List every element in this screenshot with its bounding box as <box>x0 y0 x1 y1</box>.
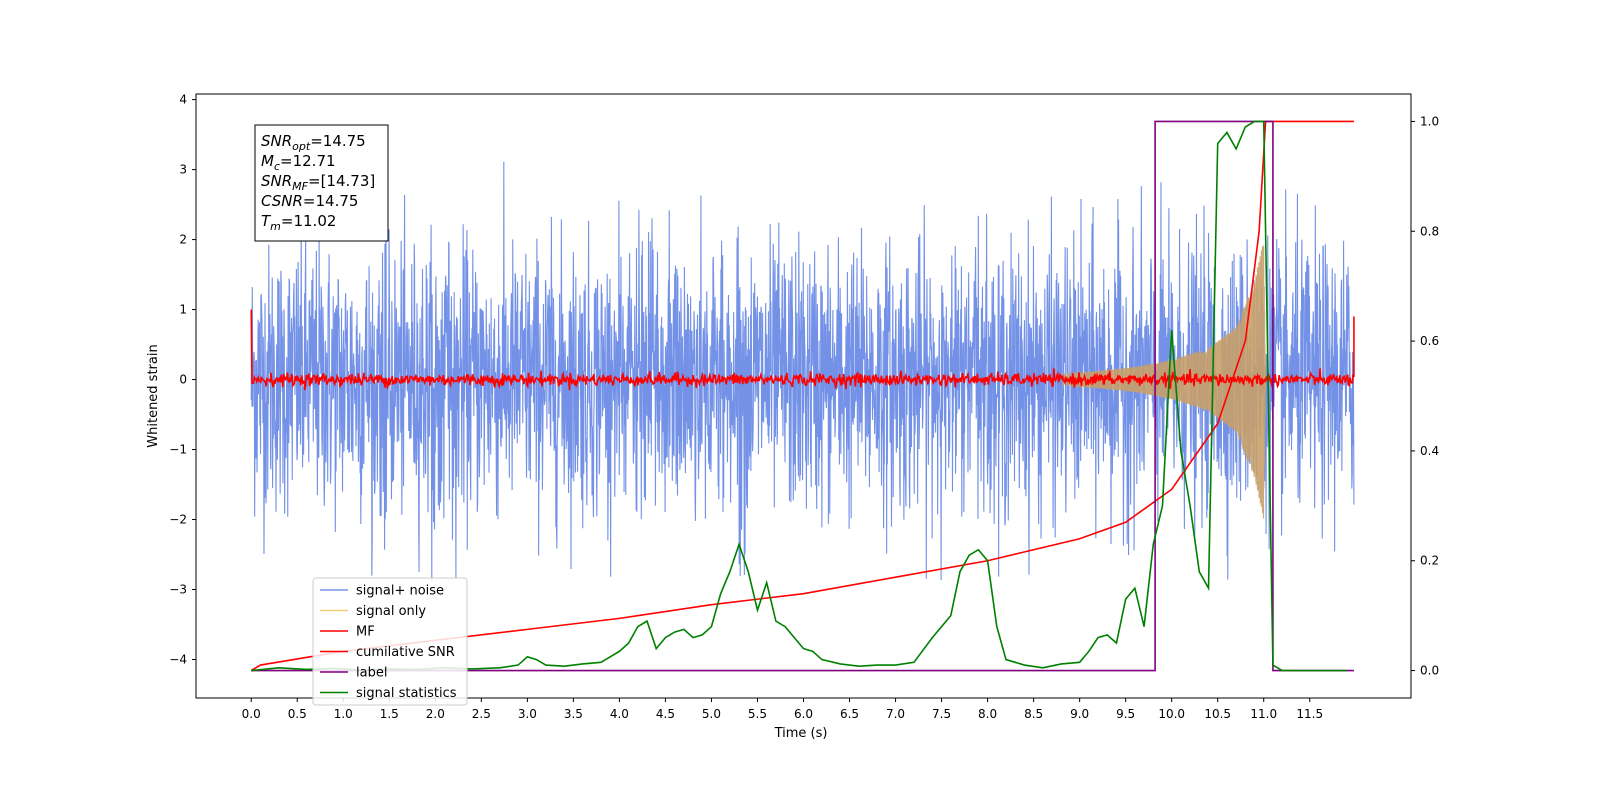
y-left-tick-label: −2 <box>169 513 187 527</box>
annotation-value: =14.75 <box>303 192 359 210</box>
y-left-tick-label: 0 <box>179 373 187 387</box>
x-tick-label: 5.0 <box>702 707 721 721</box>
annotation-line: Mc=12.71 <box>261 152 336 173</box>
y-left-tick-label: −4 <box>169 653 187 667</box>
x-tick-label: 0.5 <box>288 707 307 721</box>
annotation-line: CSNR=14.75 <box>261 192 358 210</box>
series-signal-only <box>1060 245 1267 519</box>
x-tick-label: 5.5 <box>748 707 767 721</box>
legend-entry-label: MF <box>356 625 375 640</box>
y-left-tick-label: 1 <box>179 303 187 317</box>
annotation-line: SNRMF=[14.73] <box>261 172 375 193</box>
y-right-tick-label: 0.8 <box>1420 224 1439 238</box>
x-tick-label: 11.0 <box>1250 707 1277 721</box>
legend-entry-label: signal statistics <box>356 686 457 701</box>
x-tick-label: 1.0 <box>334 707 353 721</box>
annotation-value: =14.75 <box>310 132 366 150</box>
series-signal-statistics <box>251 120 1347 672</box>
x-tick-label: 7.0 <box>886 707 905 721</box>
y-right-tick-label: 0.6 <box>1420 334 1439 348</box>
y-right-tick-label: 0.0 <box>1420 664 1439 678</box>
annotation-symbol: SNR <box>261 172 292 190</box>
x-tick-label: 10.0 <box>1158 707 1185 721</box>
annotation-line: Tm=11.02 <box>261 212 336 233</box>
x-axis-ticks: 0.0 0.5 1.0 1.5 2.0 2.5 3.0 3.5 4.0 4.5 5.0 5.5 6.0 6… <box>242 698 1323 721</box>
legend: signal+ noise signal only MF cumilative SNR… <box>312 577 468 706</box>
annotation-symbol: SNR <box>261 132 292 150</box>
annotation-symbol: CSNR <box>261 192 303 210</box>
y-right-axis-ticks: 1.0 0.8 0.6 0.4 0.2 0.0 <box>1411 114 1439 678</box>
y-left-tick-label: −1 <box>169 443 187 457</box>
legend-entry-label: signal only <box>356 604 426 619</box>
x-tick-label: 6.0 <box>794 707 813 721</box>
annotation-line: SNRopt=14.75 <box>261 132 366 153</box>
annotation-subscript: MF <box>292 180 308 193</box>
y-left-tick-label: 4 <box>179 93 187 107</box>
x-tick-label: 6.5 <box>840 707 859 721</box>
annotation-frame <box>254 124 389 242</box>
annotation-box: SNRopt=14.75Mc=12.71SNRMF=[14.73]CSNR=14… <box>254 124 389 242</box>
x-tick-label: 4.0 <box>610 707 629 721</box>
legend-entry-label: label <box>356 666 387 681</box>
y-right-tick-label: 1.0 <box>1420 114 1439 128</box>
x-tick-label: 9.0 <box>1070 707 1089 721</box>
annotation-value: =[14.73] <box>308 172 375 190</box>
y-left-axis-ticks: 4 3 2 1 0 −1 −2 −3 −4 <box>169 93 196 667</box>
annotation-subscript: m <box>270 220 281 233</box>
x-tick-label: 7.5 <box>932 707 951 721</box>
annotation-subscript: c <box>274 160 280 173</box>
x-tick-label: 8.0 <box>978 707 997 721</box>
y-left-tick-label: 3 <box>179 163 187 177</box>
x-tick-label: 0.0 <box>242 707 261 721</box>
x-tick-label: 3.5 <box>564 707 583 721</box>
y-left-tick-label: 2 <box>179 233 187 247</box>
annotation-subscript: opt <box>292 140 311 153</box>
annotation-symbol: M <box>261 152 274 170</box>
legend-frame <box>312 577 468 706</box>
annotation-symbol: T <box>261 212 272 230</box>
legend-entry-label: signal+ noise <box>356 584 444 599</box>
x-tick-label: 4.5 <box>656 707 675 721</box>
legend-entry-label: cumilative SNR <box>356 645 455 660</box>
x-tick-label: 1.5 <box>380 707 399 721</box>
y-right-tick-label: 0.4 <box>1420 444 1439 458</box>
x-axis-label: Time (s) <box>774 726 828 741</box>
x-tick-label: 11.5 <box>1296 707 1323 721</box>
annotation-value: =12.71 <box>280 152 336 170</box>
annotation-value: =11.02 <box>281 212 337 230</box>
y-left-tick-label: −3 <box>169 583 187 597</box>
x-tick-label: 3.0 <box>518 707 537 721</box>
x-tick-label: 8.5 <box>1024 707 1043 721</box>
series-mf <box>250 309 1355 391</box>
y-axis-label: Whitened strain <box>146 344 161 447</box>
x-tick-label: 10.5 <box>1204 707 1231 721</box>
x-tick-label: 9.5 <box>1116 707 1135 721</box>
y-right-tick-label: 0.2 <box>1420 554 1439 568</box>
x-tick-label: 2.5 <box>472 707 491 721</box>
x-tick-label: 2.0 <box>426 707 445 721</box>
